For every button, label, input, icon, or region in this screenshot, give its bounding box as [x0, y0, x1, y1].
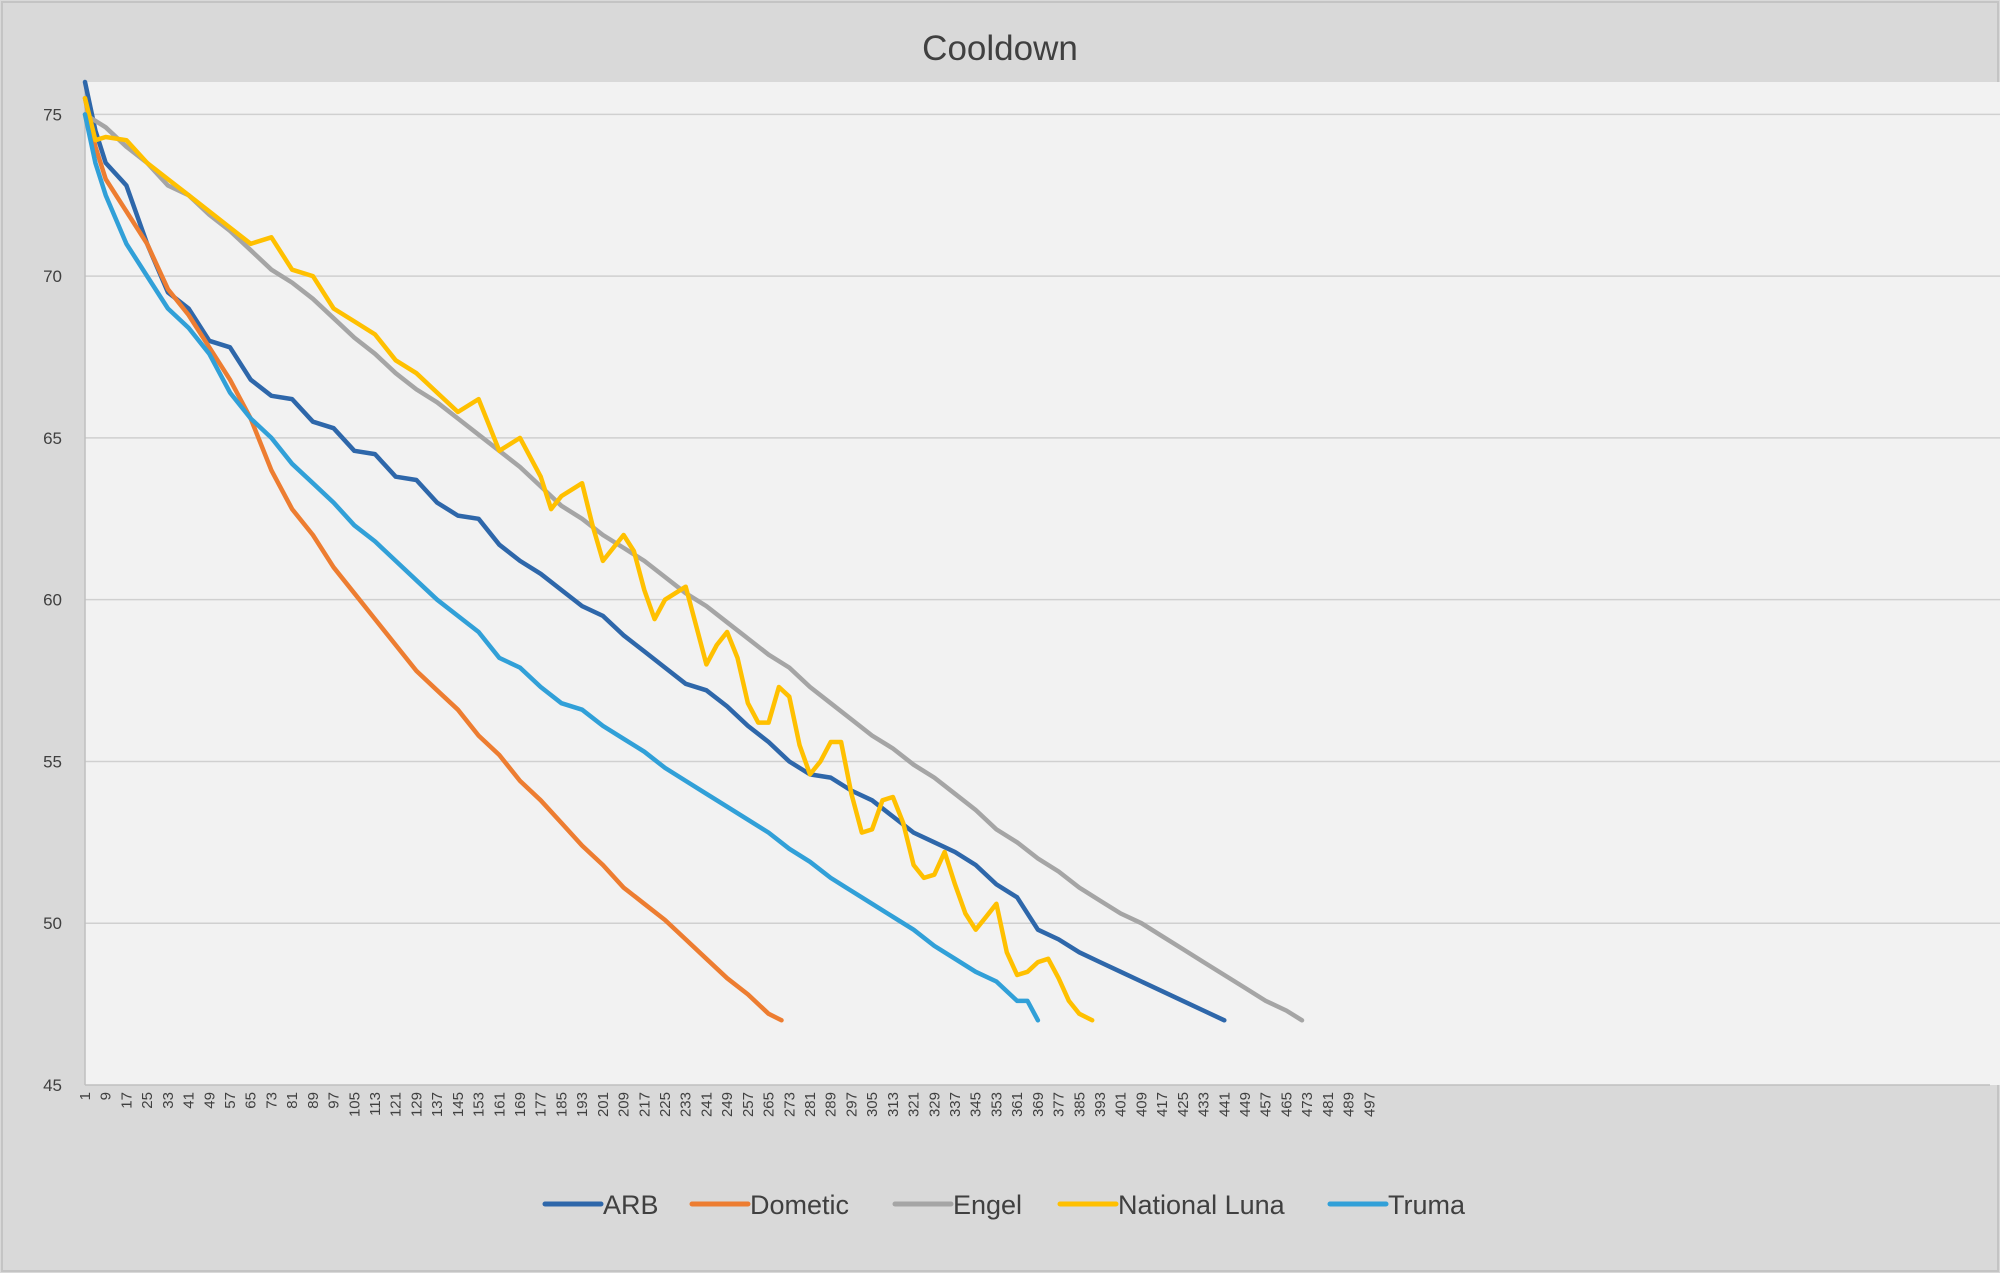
x-tick-label: 313: [885, 1092, 902, 1117]
x-tick-label: 137: [429, 1092, 446, 1117]
x-tick-label: 185: [553, 1092, 570, 1117]
x-tick-label: 233: [678, 1092, 695, 1117]
x-tick-label: 201: [595, 1092, 612, 1117]
x-tick-label: 353: [988, 1092, 1005, 1117]
x-tick-label: 129: [408, 1092, 425, 1117]
series-line-arb: [82, 79, 1227, 1023]
x-tick-label: 329: [926, 1092, 943, 1117]
x-tick-label: 257: [740, 1092, 757, 1117]
y-tick-label: 45: [43, 1076, 62, 1095]
x-tick-label: 305: [864, 1092, 881, 1117]
y-tick-label: 55: [43, 752, 62, 771]
x-tick-label: 449: [1237, 1092, 1254, 1117]
x-tick-label: 361: [1009, 1092, 1026, 1117]
x-tick-label: 1: [77, 1092, 94, 1100]
x-tick-label: 145: [450, 1092, 467, 1117]
x-tick-label: 473: [1299, 1092, 1316, 1117]
legend: ARB Dometic Engel National Luna Truma: [542, 1190, 1466, 1220]
series-line-engel: [82, 112, 1305, 1023]
x-tick-label: 65: [243, 1092, 260, 1109]
x-tick-label: 17: [118, 1092, 135, 1109]
x-tick-label: 33: [160, 1092, 177, 1109]
x-tick-label: 113: [367, 1092, 384, 1116]
x-tick-label: 169: [512, 1092, 529, 1117]
x-tick-label: 209: [616, 1092, 633, 1117]
x-tick-label: 273: [781, 1092, 798, 1117]
x-tick-label: 177: [533, 1092, 550, 1117]
x-tick-label: 345: [968, 1092, 985, 1117]
x-tick-label: 297: [843, 1092, 860, 1117]
x-tick-label: 41: [181, 1092, 198, 1109]
x-tick-label: 225: [657, 1092, 674, 1117]
x-tick-label: 497: [1361, 1092, 1378, 1117]
chart-title: Cooldown: [922, 29, 1078, 68]
x-tick-label: 385: [1071, 1092, 1088, 1117]
x-tick-label: 457: [1258, 1092, 1275, 1117]
series-line-national-luna: [82, 95, 1095, 1023]
y-tick-label: 65: [43, 429, 62, 448]
x-tick-label: 153: [471, 1092, 488, 1117]
x-tick-label: 57: [222, 1092, 239, 1109]
y-tick-label: 75: [43, 105, 62, 124]
x-tick-label: 321: [906, 1092, 923, 1117]
y-axis-ticks: 45 50 55 60 65 70 75: [43, 105, 62, 1095]
x-tick-label: 73: [263, 1092, 280, 1109]
x-axis-ticks: 1 9 17 25 33 41 49 57 65 73 81 89 97 105 113 121 129 137 1…: [77, 1092, 1378, 1117]
x-tick-label: 281: [802, 1092, 819, 1117]
x-tick-label: 161: [491, 1092, 508, 1117]
x-tick-label: 465: [1278, 1092, 1295, 1117]
x-tick-label: 217: [636, 1092, 653, 1117]
series-lines: [82, 79, 1305, 1023]
x-tick-label: 417: [1154, 1092, 1171, 1117]
y-tick-label: 60: [43, 591, 62, 610]
x-tick-label: 489: [1341, 1092, 1358, 1117]
legend-label-dometic: Dometic: [750, 1190, 849, 1220]
gridlines: [85, 113, 2000, 924]
x-tick-label: 249: [719, 1092, 736, 1117]
legend-label-truma: Truma: [1388, 1190, 1466, 1220]
x-tick-label: 369: [1030, 1092, 1047, 1117]
plot-area: [85, 82, 2000, 1085]
x-tick-label: 193: [574, 1092, 591, 1117]
x-tick-label: 25: [139, 1092, 156, 1109]
x-tick-label: 265: [761, 1092, 778, 1117]
x-tick-label: 393: [1092, 1092, 1109, 1117]
x-tick-label: 81: [284, 1092, 301, 1109]
x-tick-label: 121: [388, 1092, 405, 1117]
series-line-truma: [82, 112, 1041, 1023]
legend-label-arb: ARB: [603, 1190, 659, 1220]
y-tick-label: 70: [43, 267, 62, 286]
x-tick-label: 377: [1051, 1092, 1068, 1117]
x-tick-label: 289: [823, 1092, 840, 1117]
x-tick-label: 433: [1196, 1092, 1213, 1117]
legend-label-national-luna: National Luna: [1118, 1190, 1286, 1220]
x-tick-label: 49: [201, 1092, 218, 1109]
x-tick-label: 401: [1113, 1092, 1130, 1117]
x-tick-label: 105: [346, 1092, 363, 1117]
x-tick-label: 409: [1133, 1092, 1150, 1117]
legend-label-engel: Engel: [953, 1190, 1022, 1220]
x-tick-label: 241: [698, 1092, 715, 1117]
y-tick-label: 50: [43, 914, 62, 933]
x-tick-label: 425: [1175, 1092, 1192, 1117]
x-tick-label: 9: [98, 1092, 115, 1100]
x-tick-label: 97: [326, 1092, 343, 1109]
series-line-dometic: [82, 95, 784, 1023]
x-tick-label: 337: [947, 1092, 964, 1117]
x-tick-label: 441: [1216, 1092, 1233, 1117]
x-tick-label: 89: [305, 1092, 322, 1109]
x-tick-label: 481: [1320, 1092, 1337, 1117]
